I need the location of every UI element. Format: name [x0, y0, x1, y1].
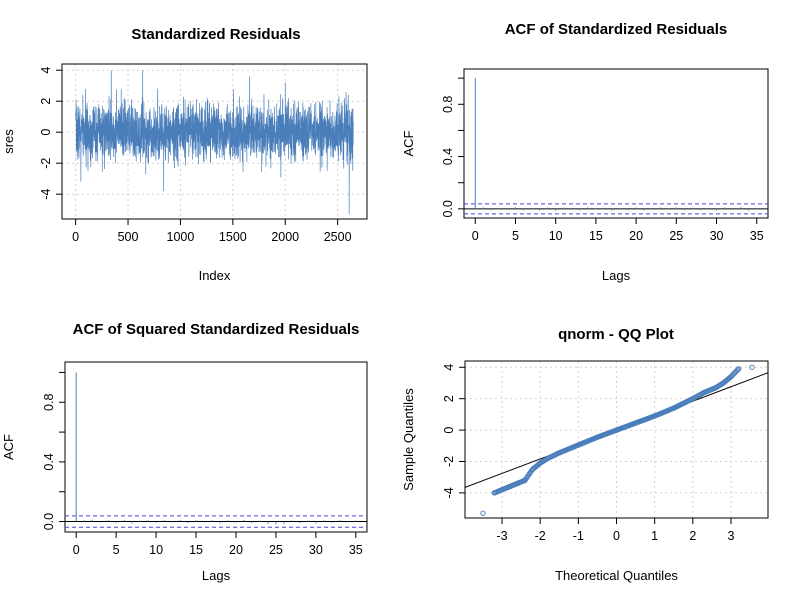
x-tick-label: 25	[669, 229, 683, 243]
y-axis-label: Sample Quantiles	[401, 388, 416, 491]
panel-qq-plot: -3 -2 -1 0 1 2 3 -4 -2 0 2 4 qnorm - QQ Plot Theoreti…	[401, 326, 769, 583]
qq-point	[480, 510, 486, 516]
x-tick-label: 0	[72, 230, 79, 244]
x-tick-label: 1500	[219, 230, 247, 244]
x-tick-label: 1000	[167, 230, 195, 244]
x-tick-label: 2	[689, 529, 696, 543]
x-tick-label: 2000	[271, 230, 299, 244]
x-tick-label: -3	[496, 529, 507, 543]
x-tick-label: 0	[472, 229, 479, 243]
chart-title: ACF of Standardized Residuals	[505, 21, 728, 38]
x-tick-label: 15	[189, 543, 203, 557]
y-tick-label: 0.0	[441, 200, 455, 217]
y-tick-label: 0.4	[42, 453, 56, 470]
qq-point	[632, 420, 639, 426]
x-tick-label: 20	[629, 229, 643, 243]
y-tick-label: 2	[442, 395, 456, 402]
x-tick-label: 500	[118, 230, 139, 244]
panel-acf-squared-residuals: 0 5 10 15 20 25 30 35 0.0 0.4 0.8 ACF of Squared St…	[1, 321, 368, 583]
qq-point	[690, 396, 696, 402]
qq-point	[556, 450, 562, 456]
qq-point	[613, 427, 620, 433]
qq-point	[735, 367, 741, 373]
qq-point	[529, 466, 536, 472]
x-tick-label: 25	[269, 543, 283, 557]
y-axis-label: ACF	[1, 434, 16, 460]
y-tick-label: 0.0	[42, 513, 56, 530]
qq-point	[735, 366, 742, 372]
y-tick-label: -4	[39, 189, 53, 200]
x-tick-label: -1	[573, 529, 584, 543]
x-axis-label: Lags	[202, 568, 231, 583]
qq-point	[506, 483, 513, 490]
qq-point	[701, 389, 707, 396]
y-tick-label: 4	[442, 364, 456, 371]
qq-point	[728, 374, 734, 380]
x-axis-label: Lags	[602, 268, 631, 283]
plot-frame	[64, 361, 368, 533]
y-tick-label: -4	[442, 487, 456, 498]
x-tick-label: 0	[73, 543, 80, 557]
x-tick-label: 35	[750, 229, 764, 243]
y-axis-label: sres	[1, 129, 16, 154]
qq-point	[713, 385, 719, 391]
x-tick-label: 30	[710, 229, 724, 243]
x-tick-label: 3	[728, 529, 735, 543]
qq-point	[575, 442, 581, 448]
x-tick-label: 5	[113, 543, 120, 557]
chart-title: Standardized Residuals	[131, 26, 300, 43]
x-tick-label: 2500	[324, 230, 352, 244]
chart-title: ACF of Squared Standardized Residuals	[73, 321, 360, 338]
x-tick-label: 0	[613, 529, 620, 543]
x-tick-label: 15	[589, 229, 603, 243]
plot-frame	[463, 68, 769, 219]
y-tick-label: 4	[39, 67, 53, 74]
qq-point	[749, 364, 755, 370]
qq-point	[545, 455, 551, 461]
qq-point	[594, 434, 601, 440]
x-tick-label: 5	[512, 229, 519, 243]
qq-point	[514, 480, 520, 487]
x-tick-label: 1	[651, 529, 658, 543]
y-tick-label: -2	[39, 158, 53, 169]
x-tick-label: 30	[309, 543, 323, 557]
x-tick-label: -2	[535, 529, 546, 543]
x-axis-label: Index	[199, 268, 231, 283]
qq-point	[522, 477, 528, 483]
qq-point	[491, 490, 498, 496]
series-line	[75, 70, 354, 215]
y-tick-label: 0.8	[441, 96, 455, 113]
panel-acf-standardized-residuals: 0 5 10 15 20 25 30 35 0.0 0.4 0.8 ACF of Standardiz…	[401, 21, 769, 283]
x-tick-label: 35	[349, 543, 363, 557]
x-tick-label: 10	[549, 229, 563, 243]
qq-point	[652, 413, 658, 419]
qq-point	[499, 487, 505, 493]
y-tick-label: 0	[39, 129, 53, 136]
qq-point	[720, 380, 726, 386]
y-tick-label: 0	[442, 427, 456, 434]
y-axis-label: ACF	[401, 130, 416, 156]
qq-point	[537, 460, 543, 466]
qq-point	[671, 405, 677, 411]
plot-frame	[61, 63, 368, 220]
x-axis-label: Theoretical Quantiles	[555, 568, 678, 583]
y-tick-label: 0.4	[441, 148, 455, 165]
panel-standardized-residuals: 0 500 1000 1500 2000 2500 -4 -2 0 2 4 Standardized …	[1, 26, 368, 283]
chart-title: qnorm - QQ Plot	[558, 326, 674, 343]
x-tick-label: 10	[149, 543, 163, 557]
x-tick-label: 20	[229, 543, 243, 557]
y-tick-label: 2	[39, 98, 53, 105]
y-tick-label: -2	[442, 456, 456, 467]
y-tick-label: 0.8	[42, 394, 56, 411]
